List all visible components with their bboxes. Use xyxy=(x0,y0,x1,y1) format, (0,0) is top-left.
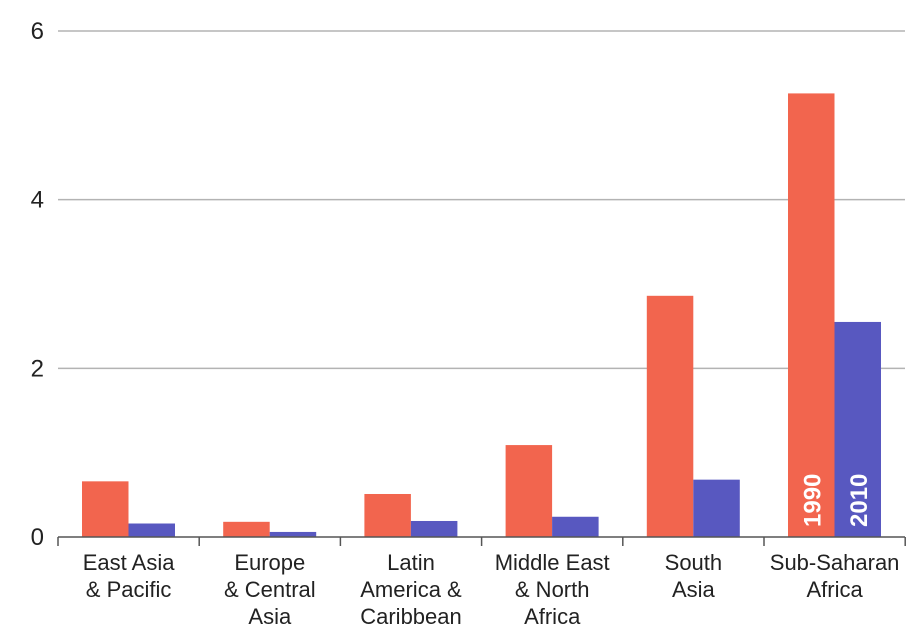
y-tick-label: 4 xyxy=(31,187,44,214)
y-tick-label: 2 xyxy=(31,355,44,382)
series-label-2010: 2010 xyxy=(846,474,873,527)
x-tick-label: Middle East & North Africa xyxy=(495,550,610,629)
bar-1990-3 xyxy=(505,445,553,537)
x-tick-label-line: & Central xyxy=(224,577,316,602)
bars xyxy=(82,93,881,537)
x-tick-label-line: Africa xyxy=(806,577,863,602)
bar-2010-4 xyxy=(693,479,740,537)
x-tick-label-line: & North xyxy=(515,577,590,602)
gridlines xyxy=(58,30,905,370)
x-tick-label-line: Sub-Saharan xyxy=(770,550,900,575)
bar-2010-2 xyxy=(410,520,458,537)
series-labels: 1990 2010 xyxy=(799,474,873,527)
y-tick-label: 6 xyxy=(31,18,44,45)
x-tick-label: Sub-Saharan Africa xyxy=(770,550,900,602)
x-tick-label: East Asia & Pacific xyxy=(83,550,175,602)
bar-2010-1 xyxy=(269,531,317,537)
x-tick-label-line: Middle East xyxy=(495,550,610,575)
bar-2010-3 xyxy=(552,516,599,537)
x-tick-label-line: Africa xyxy=(524,604,581,629)
x-tick-label-line: South xyxy=(665,550,723,575)
bar-1990-5 xyxy=(788,93,835,537)
bar-1990-1 xyxy=(223,521,270,537)
x-tick-label-line: America & xyxy=(360,577,462,602)
bar-2010-0 xyxy=(128,523,175,537)
x-tick-label-line: East Asia xyxy=(83,550,175,575)
bar-2010-5 xyxy=(834,321,881,537)
x-tick-label-line: Europe xyxy=(234,550,305,575)
x-tick-label-line: & Pacific xyxy=(86,577,172,602)
x-axis xyxy=(57,536,906,546)
x-tick-label: Europe & Central Asia xyxy=(224,550,316,629)
series-label-1990: 1990 xyxy=(799,474,826,527)
x-tick-label: South Asia xyxy=(665,550,723,602)
bar-1990-4 xyxy=(646,295,694,537)
y-tick-label: 0 xyxy=(31,524,44,551)
y-axis-tick-labels: 0 2 4 6 xyxy=(31,18,44,551)
bar-1990-0 xyxy=(82,481,129,537)
x-tick-label-line: Latin xyxy=(387,550,435,575)
bar-1990-2 xyxy=(364,493,411,537)
x-tick-label-line: Asia xyxy=(672,577,716,602)
x-tick-label-line: Asia xyxy=(248,604,292,629)
x-tick-label-line: Caribbean xyxy=(360,604,462,629)
x-tick-label: Latin America & Caribbean xyxy=(360,550,462,629)
